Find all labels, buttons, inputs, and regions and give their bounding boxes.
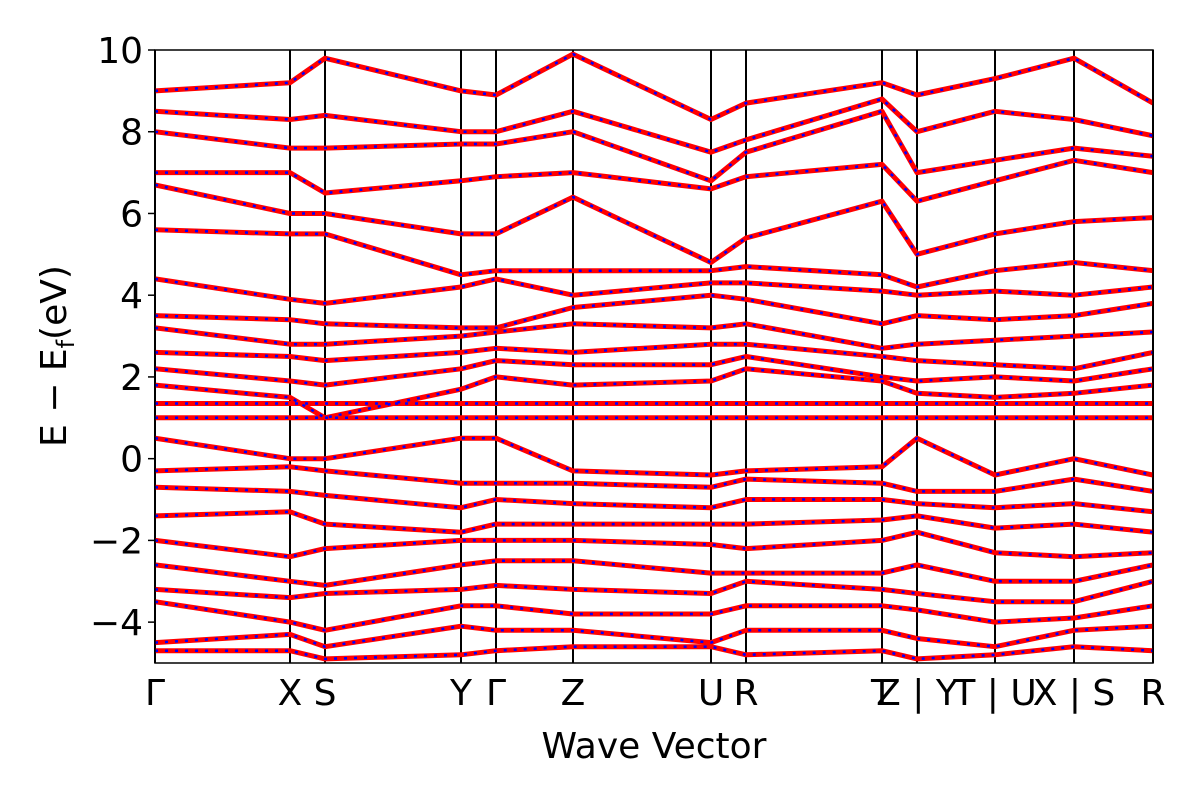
- x-tick-label: Γ: [486, 673, 506, 714]
- band-line: [155, 182, 1153, 265]
- x-tick-label: T | U: [952, 673, 1036, 714]
- y-label-unit: (eV): [34, 265, 75, 340]
- band-line: [155, 183, 1153, 264]
- y-label-main: E − E: [34, 348, 75, 447]
- band-line: [155, 227, 1153, 290]
- band-line: [155, 97, 1153, 154]
- y-tick-label: 10: [97, 31, 143, 72]
- band-line: [155, 509, 1153, 535]
- band-line: [155, 530, 1153, 558]
- band-line: [155, 624, 1153, 648]
- y-axis-label: E − Ef(eV): [34, 265, 80, 447]
- x-tick-label: U: [698, 673, 724, 714]
- y-label-sub: f: [52, 339, 80, 348]
- y-tick-label: −2: [90, 521, 143, 562]
- band-line: [155, 645, 1153, 661]
- band-line: [155, 322, 1153, 350]
- band-line: [155, 559, 1153, 587]
- x-tick-label: R: [1140, 673, 1165, 714]
- bands: [155, 51, 1153, 662]
- band-line: [155, 293, 1153, 330]
- plot-frame: [154, 49, 1154, 664]
- y-tick-label: 8: [120, 113, 143, 154]
- band-line: [155, 465, 1153, 493]
- y-tick-label: 6: [120, 194, 143, 235]
- y-tick-label: −4: [90, 603, 143, 644]
- band-line: [155, 277, 1153, 305]
- x-tick-label: Y: [449, 673, 473, 714]
- y-tick-label: 0: [120, 440, 143, 481]
- x-tick-label: X | S: [1033, 673, 1116, 714]
- band-line: [155, 436, 1153, 477]
- x-tick-label: Z: [561, 673, 586, 714]
- band-line: [155, 623, 1153, 650]
- band-line: [155, 342, 1153, 371]
- x-tick-label: Z | Y: [876, 673, 959, 714]
- band-line: [155, 580, 1153, 603]
- x-tick-label: Γ: [145, 673, 165, 714]
- band-line: [155, 157, 1153, 204]
- y-tick-label: 4: [120, 276, 143, 317]
- band-line: [155, 464, 1153, 494]
- band-line: [155, 510, 1153, 534]
- band-line: [155, 108, 1153, 184]
- band-line: [155, 486, 1153, 514]
- band-line: [155, 558, 1153, 588]
- x-tick-label: R: [733, 673, 758, 714]
- band-line: [155, 96, 1153, 155]
- x-tick-label: S: [314, 673, 337, 714]
- band-line: [155, 110, 1153, 183]
- x-axis-label: Wave Vector: [542, 726, 767, 767]
- x-tick-label: X: [278, 673, 303, 714]
- x-tick-label: T: [870, 673, 894, 714]
- band-line: [155, 228, 1153, 289]
- band-line: [155, 52, 1153, 121]
- y-tick-label: 2: [120, 358, 143, 399]
- band-line: [155, 355, 1153, 387]
- band-line: [155, 600, 1153, 632]
